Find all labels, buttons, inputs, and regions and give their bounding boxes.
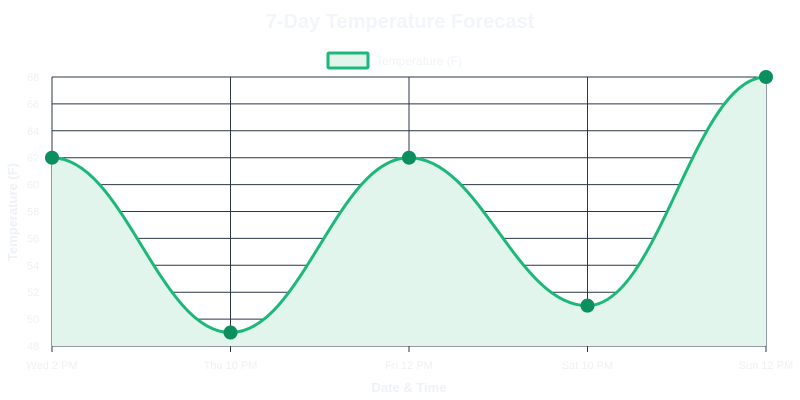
x-tick-label: Fri 12 PM (385, 360, 433, 372)
data-point (402, 150, 416, 165)
x-tick-label: Sun 12 PM (739, 360, 793, 372)
y-tick-label: 68 (27, 72, 39, 84)
data-point (580, 298, 595, 313)
y-tick-label: 58 (27, 207, 39, 219)
x-tick-label: Thu 10 PM (204, 360, 258, 372)
area-fill (52, 77, 766, 346)
y-tick-label: 60 (27, 180, 39, 192)
y-tick-label: 50 (27, 314, 39, 326)
y-tick-label: 52 (27, 287, 39, 299)
chart-title: 7-Day Temperature Forecast (266, 11, 535, 33)
data-point (45, 150, 59, 165)
x-axis-ticks: Wed 2 PM Thu 10 PM Fri 12 PM Sat 10 PM Sun 1… (26, 360, 793, 372)
y-tick-label: 64 (27, 126, 39, 138)
y-axis-ticks: 48 50 52 54 56 58 60 62 64 66 68 (27, 72, 39, 353)
legend-swatch (326, 51, 370, 70)
legend[interactable]: Temperature (F) (326, 51, 462, 70)
data-points (45, 70, 773, 340)
y-tick-label: 54 (27, 260, 39, 272)
y-tick-label: 48 (27, 341, 39, 353)
area-fill-path (52, 77, 766, 346)
y-tick-label: 56 (27, 233, 39, 245)
x-tick-label: Sat 10 PM (562, 360, 613, 372)
legend-label: Temperature (F) (376, 54, 462, 68)
data-point (759, 70, 773, 84)
data-point (223, 325, 238, 340)
y-tick-label: 66 (27, 99, 39, 111)
y-tick-label: 62 (27, 153, 39, 165)
x-axis-title: Date & Time (372, 380, 447, 395)
y-axis-title: Temperature (F) (5, 163, 20, 261)
x-tick-label: Wed 2 PM (26, 360, 77, 372)
